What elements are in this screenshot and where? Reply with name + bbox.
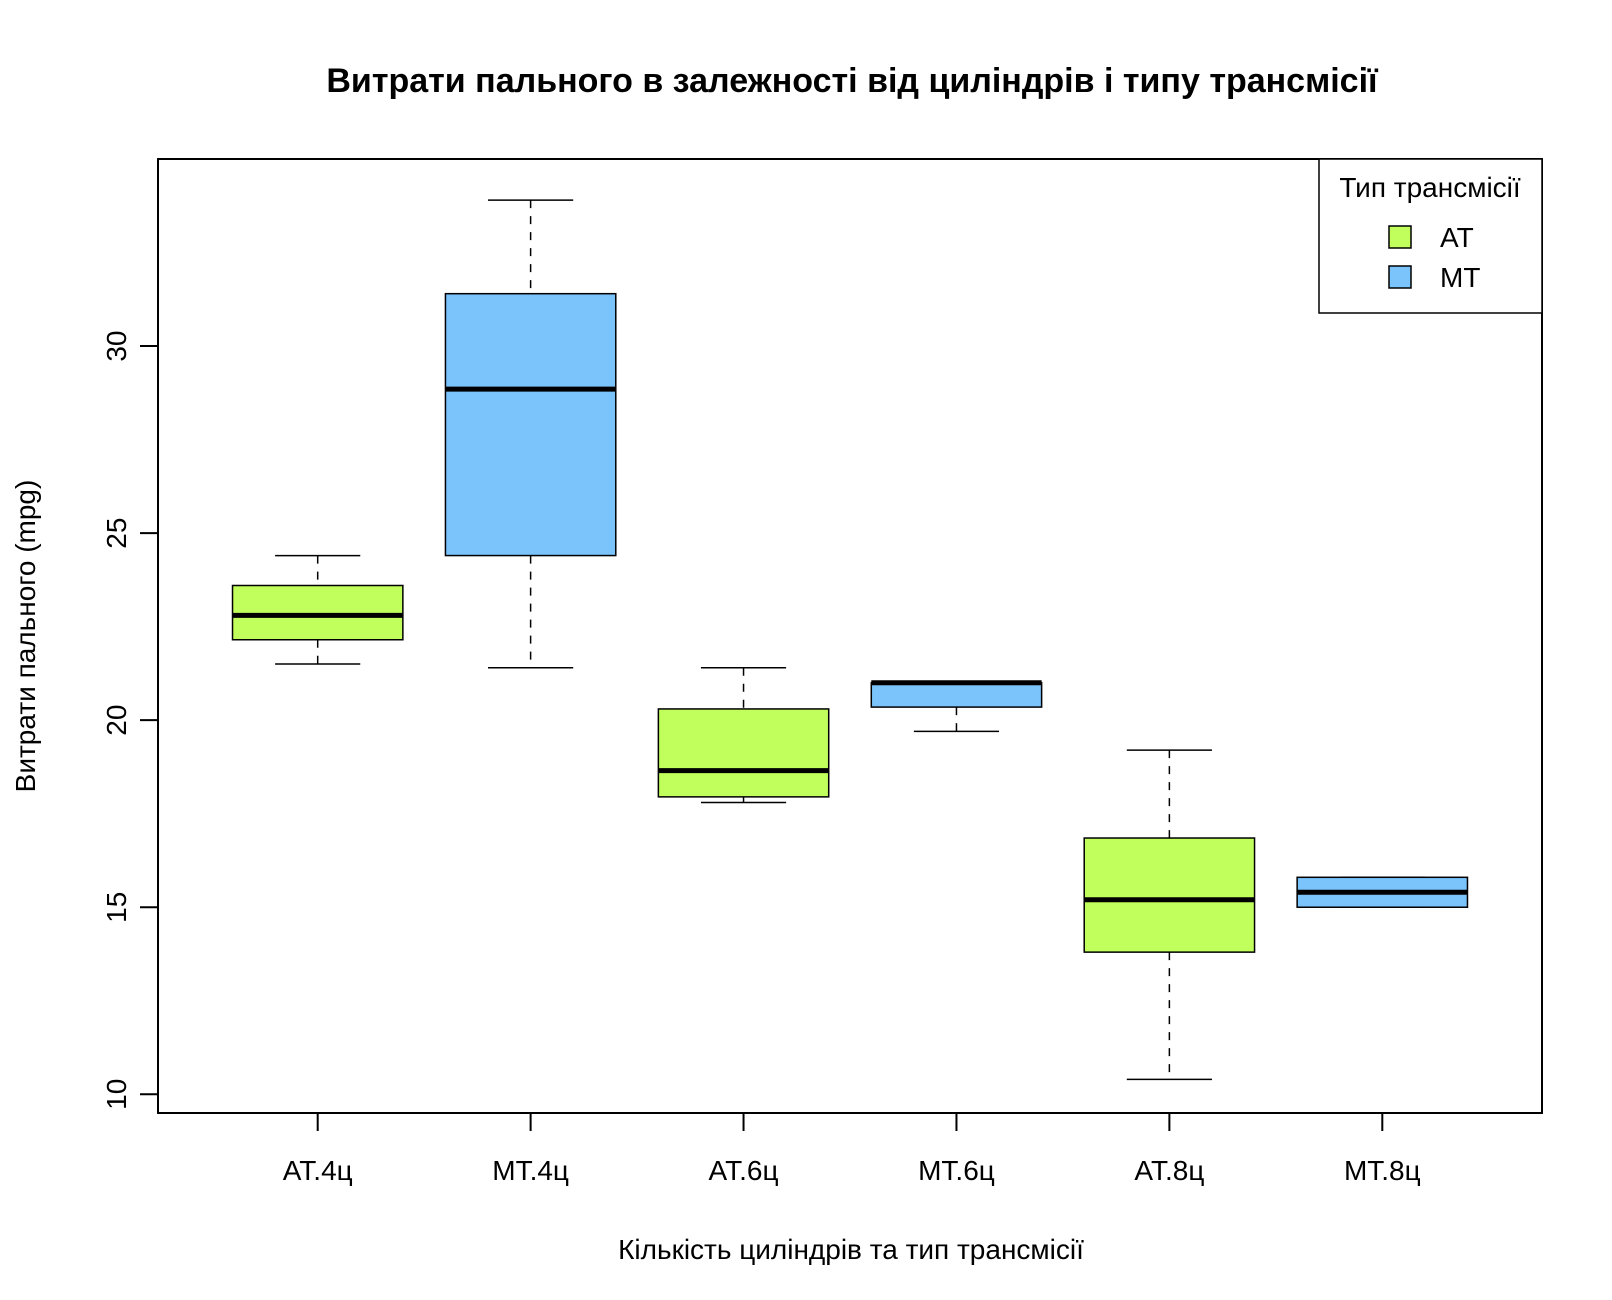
box-AT.6ц [657,667,830,804]
legend-box [1318,158,1543,314]
legend-swatch-at [1388,225,1412,249]
y-tick-label: 10 [101,1079,132,1110]
y-tick-label: 25 [101,518,132,549]
x-tick-label: MT.4ц [492,1155,569,1186]
x-tick-label: AT.4ц [283,1155,353,1186]
y-tick-label: 20 [101,705,132,736]
x-tick-label: AT.6ц [709,1155,779,1186]
x-axis: AT.4ц MT.4ц AT.6ц MT.6ц AT.8ц MT.8ц [283,1112,1421,1186]
y-axis: 10 15 20 25 30 [101,330,159,1110]
box-body [1083,837,1256,953]
box-MT.6ц [870,680,1043,733]
legend: Тип трансмісії AT MT [1318,158,1543,314]
x-tick-label: MT.6ц [918,1155,995,1186]
box-AT.4ц [231,554,404,665]
x-tick-label: MT.8ц [1344,1155,1421,1186]
y-axis-label: Витрати пального (mpg) [10,480,41,793]
legend-swatch-mt [1388,265,1412,289]
box-MT.4ц [444,199,617,669]
box-body [444,292,617,557]
boxes-group [231,199,1469,1081]
legend-title: Тип трансмісії [1339,172,1521,203]
box-MT.8ц [1296,876,1469,908]
box-body [657,708,830,798]
box-AT.8ц [1083,749,1256,1081]
legend-label-mt: MT [1440,262,1480,293]
legend-label-at: AT [1440,222,1474,253]
box-body [231,584,404,641]
chart-title: Витрати пального в залежності від цилінд… [326,62,1379,100]
x-tick-label: AT.8ц [1134,1155,1204,1186]
y-tick-label: 30 [101,330,132,361]
box-body [870,682,1043,708]
x-axis-label: Кількість циліндрів та тип трансмісії [618,1234,1084,1265]
y-tick-label: 15 [101,892,132,923]
